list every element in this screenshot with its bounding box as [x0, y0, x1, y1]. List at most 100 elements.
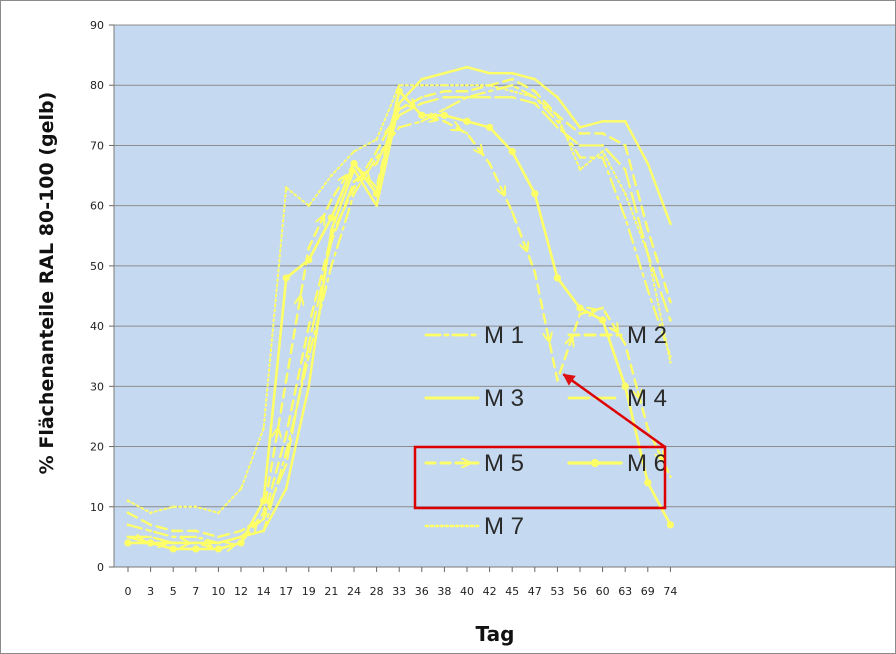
data-point	[510, 77, 514, 81]
x-tick-label: 5	[170, 585, 177, 598]
data-point	[443, 107, 446, 111]
data-point	[488, 89, 491, 93]
data-point	[397, 113, 401, 117]
x-tick-label: 42	[483, 585, 497, 598]
x-tick-label: 10	[211, 585, 225, 598]
data-point	[556, 125, 559, 129]
data-point	[239, 487, 243, 491]
legend-label: M 7	[484, 513, 524, 540]
data-point	[623, 119, 627, 123]
legend-item: M 2	[567, 322, 667, 349]
data-point	[533, 77, 537, 81]
legend-item: M 3	[424, 385, 524, 412]
y-tick-label: 50	[90, 260, 104, 273]
data-point	[395, 87, 403, 95]
x-tick-label: 21	[324, 585, 338, 598]
x-tick-label: 38	[437, 585, 451, 598]
data-point	[669, 300, 672, 304]
data-point	[350, 159, 358, 168]
y-tick-label: 30	[90, 380, 104, 393]
data-point	[194, 535, 198, 539]
data-point	[194, 529, 198, 533]
x-tick-label: 60	[596, 585, 610, 598]
legend-item: M 6	[567, 450, 667, 477]
data-point	[237, 539, 245, 547]
data-point	[397, 125, 401, 129]
data-point	[149, 523, 153, 527]
x-tick-label: 40	[460, 585, 474, 598]
x-tick-label: 0	[125, 585, 132, 598]
data-point	[418, 111, 426, 119]
data-point	[510, 71, 514, 75]
x-axis-title: Tag	[476, 622, 515, 646]
data-point	[443, 89, 446, 93]
data-point	[578, 312, 582, 316]
legend-label: M 1	[484, 322, 524, 349]
x-tick-label: 17	[279, 585, 293, 598]
legend-label: M 4	[627, 385, 667, 412]
data-point	[284, 451, 288, 454]
data-point	[149, 529, 153, 533]
data-point	[443, 71, 446, 75]
data-point	[307, 342, 311, 346]
data-point	[669, 475, 672, 479]
arrow-marker	[638, 391, 640, 397]
x-tick-label: 19	[302, 585, 316, 598]
annotations	[413, 373, 667, 510]
data-point	[533, 89, 537, 93]
data-point	[646, 162, 650, 165]
data-point	[440, 111, 448, 119]
arrow-marker	[299, 298, 301, 308]
data-point	[420, 95, 424, 99]
x-tick-label: 33	[392, 585, 406, 598]
data-point	[510, 210, 514, 214]
data-point	[531, 190, 539, 198]
data-point	[305, 256, 313, 264]
data-point	[465, 89, 469, 93]
data-point	[488, 83, 491, 87]
data-point	[443, 119, 446, 123]
legend-item: M 5	[424, 450, 524, 477]
data-point	[217, 541, 220, 545]
data-point	[330, 240, 333, 244]
x-tick-label: 36	[415, 585, 429, 598]
data-point	[465, 132, 469, 135]
x-tick-label: 56	[573, 585, 587, 598]
data-point	[375, 156, 378, 159]
data-point	[149, 535, 153, 539]
legend: M 1 M 2 M 3 M 4 M 5 M 6 M 7	[424, 322, 667, 540]
data-point	[556, 119, 559, 123]
data-point	[214, 545, 222, 553]
data-point	[443, 95, 446, 99]
y-axis-title: % Flächenanteile RAL 80-100 (gelb)	[36, 92, 58, 475]
data-point	[262, 511, 265, 515]
data-point	[171, 535, 175, 539]
data-point	[623, 144, 627, 147]
data-point	[171, 505, 175, 509]
data-point	[533, 95, 537, 99]
data-point	[284, 186, 288, 190]
data-point	[646, 427, 650, 430]
data-point	[576, 304, 584, 312]
y-tick-label: 90	[90, 19, 104, 32]
x-tick-label: 12	[234, 585, 248, 598]
data-point	[621, 382, 629, 390]
legend-point-marker	[591, 459, 599, 467]
data-point	[420, 83, 424, 87]
y-tick-label: 10	[90, 501, 104, 514]
data-point	[373, 190, 381, 198]
data-point	[397, 83, 401, 87]
data-point	[307, 324, 311, 328]
series-lines	[124, 65, 675, 553]
data-point	[420, 101, 424, 105]
y-tick-label: 70	[90, 139, 104, 152]
data-point	[443, 83, 446, 87]
data-point	[488, 95, 491, 99]
data-point	[599, 316, 607, 324]
legend-label: M 2	[627, 322, 667, 349]
data-point	[578, 144, 582, 147]
data-point	[284, 463, 288, 467]
arrow-marker	[660, 455, 662, 458]
data-point	[126, 523, 130, 527]
